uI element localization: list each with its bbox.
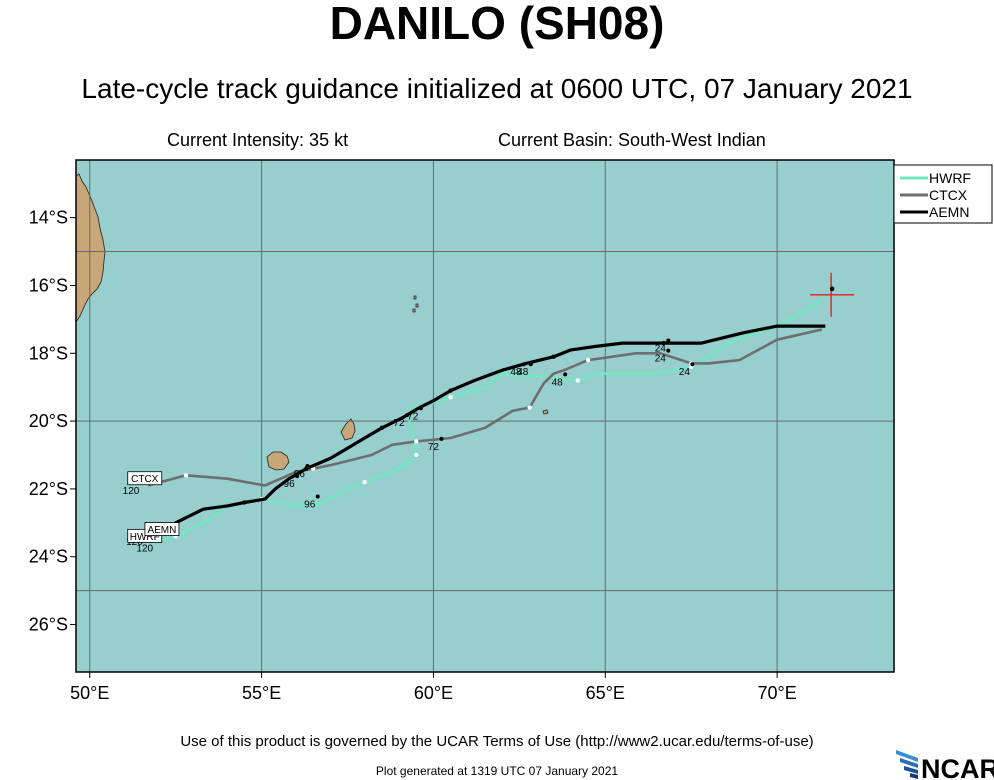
y-tick-label: 22°S — [29, 479, 68, 499]
track-point-hwrf — [575, 378, 580, 383]
hour-dot — [528, 362, 533, 367]
hour-dot — [666, 348, 671, 353]
hour-label: 96 — [284, 479, 296, 490]
current-position-marker — [810, 272, 855, 317]
hour-label: 96 — [304, 499, 316, 510]
end-label-box — [127, 471, 163, 486]
generated-time: Plot generated at 1319 UTC 07 January 20… — [375, 764, 619, 778]
hour-label: 24 — [655, 354, 667, 365]
hour-label: 96 — [294, 469, 306, 480]
rodrigues-island — [542, 409, 549, 415]
track-point-hwrf — [448, 395, 453, 400]
terms-of-use: Use of this product is governed by the U… — [180, 733, 814, 750]
x-tick-label: 65°E — [586, 683, 625, 703]
ocean-background — [76, 160, 894, 672]
plot-frame — [75, 159, 895, 673]
hour-label: 24 — [655, 343, 667, 354]
legend-label-ctcx: CTCX — [929, 187, 968, 203]
reunion-island — [266, 451, 290, 471]
hour-dot — [666, 338, 671, 343]
current-position-dot — [829, 286, 835, 292]
track-point-hwrf — [362, 479, 367, 485]
ncar-logo-text: NCAR — [921, 754, 994, 780]
track-point-ctcx — [585, 357, 591, 363]
legend-label-aemn: AEMN — [929, 204, 969, 220]
legend-label-hwrf: HWRF — [929, 170, 971, 186]
track-point-ctcx — [527, 405, 532, 410]
ncar-logo: NCAR — [896, 750, 994, 780]
page-subtitle: Late-cycle track guidance initialized at… — [81, 73, 913, 104]
track-point-aemn — [661, 340, 666, 346]
track-point-aemn — [242, 500, 247, 505]
hour-label: 48 — [552, 377, 564, 388]
hour-dot — [418, 406, 423, 411]
mauritius-island — [340, 418, 356, 441]
hour-dot — [305, 463, 310, 468]
hour-label: 48 — [517, 367, 529, 378]
hour-dot — [690, 362, 695, 367]
y-tick-label: 20°S — [29, 411, 68, 431]
ncar-swoosh-icon — [896, 750, 918, 779]
hour-dot — [315, 494, 320, 499]
lat-lon-grid — [76, 160, 894, 672]
end-label-aemn: AEMN — [147, 525, 176, 536]
hour-label: 120 — [136, 544, 153, 555]
hour-dot — [439, 436, 444, 441]
track-point-ctcx — [183, 473, 189, 478]
current-intensity: Current Intensity: 35 kt — [167, 130, 349, 150]
hour-label: 48 — [510, 367, 522, 378]
x-tick-label: 70°E — [758, 683, 797, 703]
hour-dot — [563, 372, 568, 377]
track-point-hwrf — [414, 452, 419, 458]
axis-tick-labels: 50°E 55°E 60°E 65°E 70°E 14°S 16°S 18°S 20°S 22°S… — [29, 208, 797, 703]
y-tick-label: 18°S — [29, 343, 68, 363]
hour-label: 120 — [123, 486, 140, 497]
y-tick-label: 24°S — [29, 547, 68, 567]
x-tick-label: 55°E — [242, 683, 281, 703]
current-basin: Current Basin: South-West Indian — [498, 130, 766, 150]
x-tick-label: 60°E — [414, 683, 453, 703]
y-tick-label: 14°S — [29, 208, 68, 228]
track-map: 242424484848727272969696120120120 CTCXHW… — [29, 159, 993, 703]
cargados-islets — [412, 295, 419, 313]
hour-label: 72 — [428, 442, 440, 453]
end-label-hwrf: HWRF — [130, 532, 160, 543]
track-point-aemn — [448, 388, 453, 393]
hour-dot — [295, 474, 300, 479]
y-tick-label: 26°S — [29, 615, 68, 635]
x-tick-label: 50°E — [70, 683, 109, 703]
end-label-ctcx: CTCX — [131, 474, 159, 485]
track-point-aemn — [379, 425, 385, 431]
hour-dot — [521, 362, 526, 367]
page-title: DANILO (SH08) — [329, 0, 665, 49]
hour-label: 72 — [407, 411, 419, 422]
forecast-tracks — [147, 294, 827, 545]
hour-label: 72 — [394, 418, 406, 429]
track-point-aemn — [551, 354, 556, 359]
hour-label: 24 — [679, 367, 691, 378]
track-point-ctcx — [414, 439, 419, 444]
y-tick-label: 16°S — [29, 275, 68, 295]
end-label-box — [144, 522, 180, 536]
hour-dot — [405, 413, 410, 418]
